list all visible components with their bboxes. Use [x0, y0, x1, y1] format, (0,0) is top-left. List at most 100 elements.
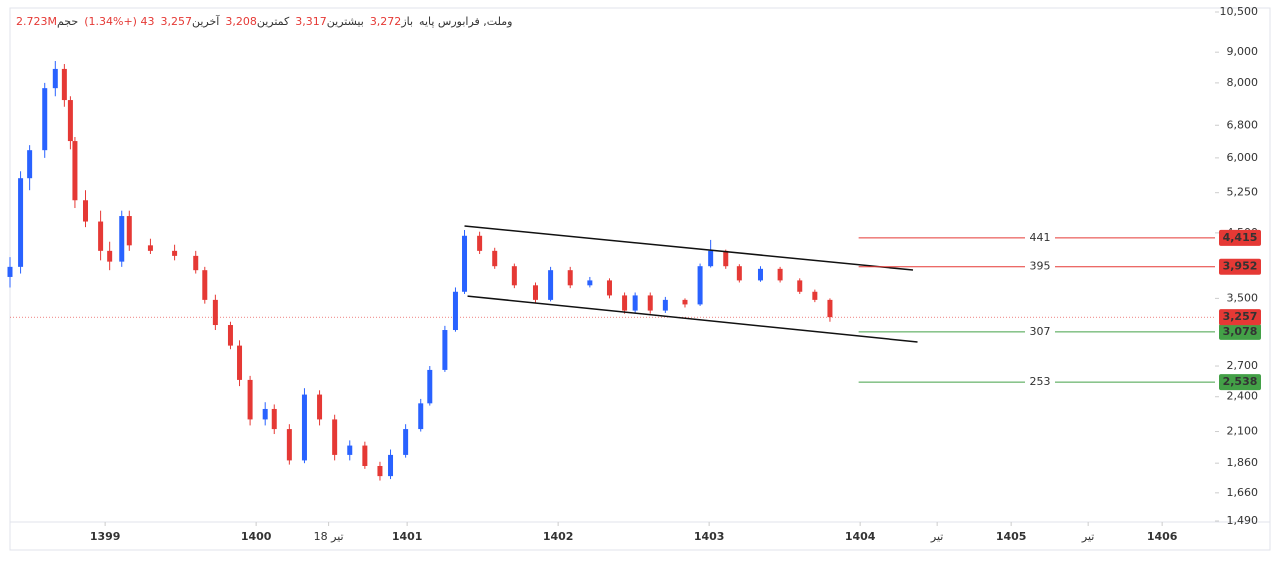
- candle-body: [388, 454, 394, 477]
- y-tick-label: 8,000: [1227, 76, 1259, 89]
- candle-body: [511, 266, 517, 286]
- y-tick-label: 3,500: [1227, 291, 1259, 304]
- candle-body: [172, 250, 178, 256]
- header-text: 3,208: [225, 15, 257, 28]
- x-tick-label: 1403: [694, 530, 725, 543]
- candle-body: [477, 235, 483, 251]
- header-text: آخرین: [191, 15, 220, 28]
- candle-body: [237, 345, 243, 380]
- y-tick-label: 5,250: [1227, 186, 1259, 199]
- price-tag-label: 3,078: [1223, 325, 1258, 338]
- candle-body: [647, 295, 653, 311]
- candle-body: [723, 250, 729, 267]
- header-text: باز: [401, 15, 414, 28]
- price-tag-label: 3,952: [1223, 260, 1258, 273]
- candle-body: [662, 299, 668, 311]
- candle-body: [548, 270, 554, 300]
- candle-body: [212, 299, 218, 326]
- candle-body: [107, 250, 113, 262]
- price-tag-label: 3,257: [1223, 310, 1258, 323]
- trendline: [467, 295, 918, 343]
- header-item: کمترین3,208: [225, 15, 289, 28]
- header-item: باز3,272: [370, 15, 413, 28]
- x-tick-label: 1399: [90, 530, 121, 543]
- candle-body: [147, 245, 153, 251]
- candle-body: [61, 68, 67, 101]
- x-tick-label: 1406: [1147, 530, 1178, 543]
- header-item: آخرین3,257: [160, 15, 219, 28]
- candle-body: [492, 250, 498, 267]
- candle-body: [27, 150, 33, 179]
- candle-body: [606, 280, 612, 296]
- y-tick-label: 6,000: [1227, 151, 1259, 164]
- level-label: 441: [1030, 231, 1051, 244]
- candle-body: [697, 266, 703, 305]
- x-tick-label: 1404: [845, 530, 876, 543]
- header-text: 3,317: [295, 15, 327, 28]
- y-tick-label: 1,860: [1227, 456, 1259, 469]
- x-tick-label: 1401: [392, 530, 423, 543]
- candle-body: [682, 299, 688, 305]
- header-item: 43 (+1.34%): [84, 15, 154, 28]
- candle-body: [332, 419, 338, 455]
- candle-body: [427, 369, 433, 404]
- candle-body: [18, 178, 24, 267]
- frame: [9, 7, 1271, 551]
- candle-body: [262, 408, 268, 420]
- candle-body: [736, 266, 742, 281]
- header: وملت, فرابورس پایه باز3,272 بیشترین3,317 کم…: [16, 15, 512, 28]
- y-tick-label: 2,700: [1227, 359, 1259, 372]
- price-tag: [1219, 374, 1261, 391]
- candle-body: [567, 270, 573, 286]
- x-tick-label: تیر: [930, 530, 943, 543]
- header-text: 3,257: [160, 15, 192, 28]
- candle-body: [52, 68, 58, 89]
- y-tick-label: 2,400: [1227, 390, 1259, 403]
- y-tick-label: 1,490: [1227, 514, 1259, 527]
- header-text: 2.723M: [16, 15, 57, 28]
- candle-body: [442, 330, 448, 370]
- candle-body: [708, 250, 714, 267]
- y-tick-label: 10,500: [1220, 5, 1259, 18]
- candle-body: [271, 408, 277, 430]
- candle-body: [83, 200, 89, 222]
- level-label: 307: [1030, 325, 1051, 338]
- x-tick-label: 1400: [241, 530, 272, 543]
- candle-body: [532, 285, 538, 300]
- candle-body: [286, 429, 292, 461]
- header-text: 43 (+1.34%): [84, 15, 155, 28]
- candle-body: [42, 88, 48, 151]
- candle-body: [317, 394, 323, 420]
- y-tick-label: 2,100: [1227, 425, 1259, 438]
- candle-body: [462, 235, 468, 292]
- price-tag-label: 4,415: [1223, 231, 1258, 244]
- candle-body: [98, 221, 104, 251]
- header-text: 3,272: [369, 15, 402, 28]
- candle-body: [362, 445, 368, 466]
- x-tick-label: 18 تیر: [314, 530, 344, 543]
- candle-body: [418, 403, 424, 430]
- x-tick-label: 1402: [543, 530, 574, 543]
- price-tag: [1219, 229, 1261, 246]
- candle-body: [202, 270, 208, 300]
- candle-body: [227, 325, 233, 346]
- y-tick-label: 9,000: [1227, 45, 1259, 58]
- candle-body: [377, 465, 383, 477]
- level-label: 395: [1030, 260, 1051, 273]
- candle-body: [757, 268, 763, 281]
- header-item: بیشترین3,317: [295, 15, 364, 28]
- candle-body: [347, 445, 353, 455]
- price-tag-label: 2,538: [1223, 375, 1258, 388]
- candle-body: [797, 280, 803, 292]
- candle-body: [193, 255, 199, 271]
- header-text: حجم: [56, 15, 79, 28]
- candle-body: [632, 295, 638, 311]
- trendline: [464, 225, 914, 271]
- header-text: بیشترین: [326, 15, 364, 28]
- candle-body: [119, 216, 125, 262]
- header-text: وملت, فرابورس پایه: [419, 15, 513, 28]
- candle-body: [777, 268, 783, 281]
- candle-body: [7, 266, 13, 277]
- header-text: کمترین: [256, 15, 290, 28]
